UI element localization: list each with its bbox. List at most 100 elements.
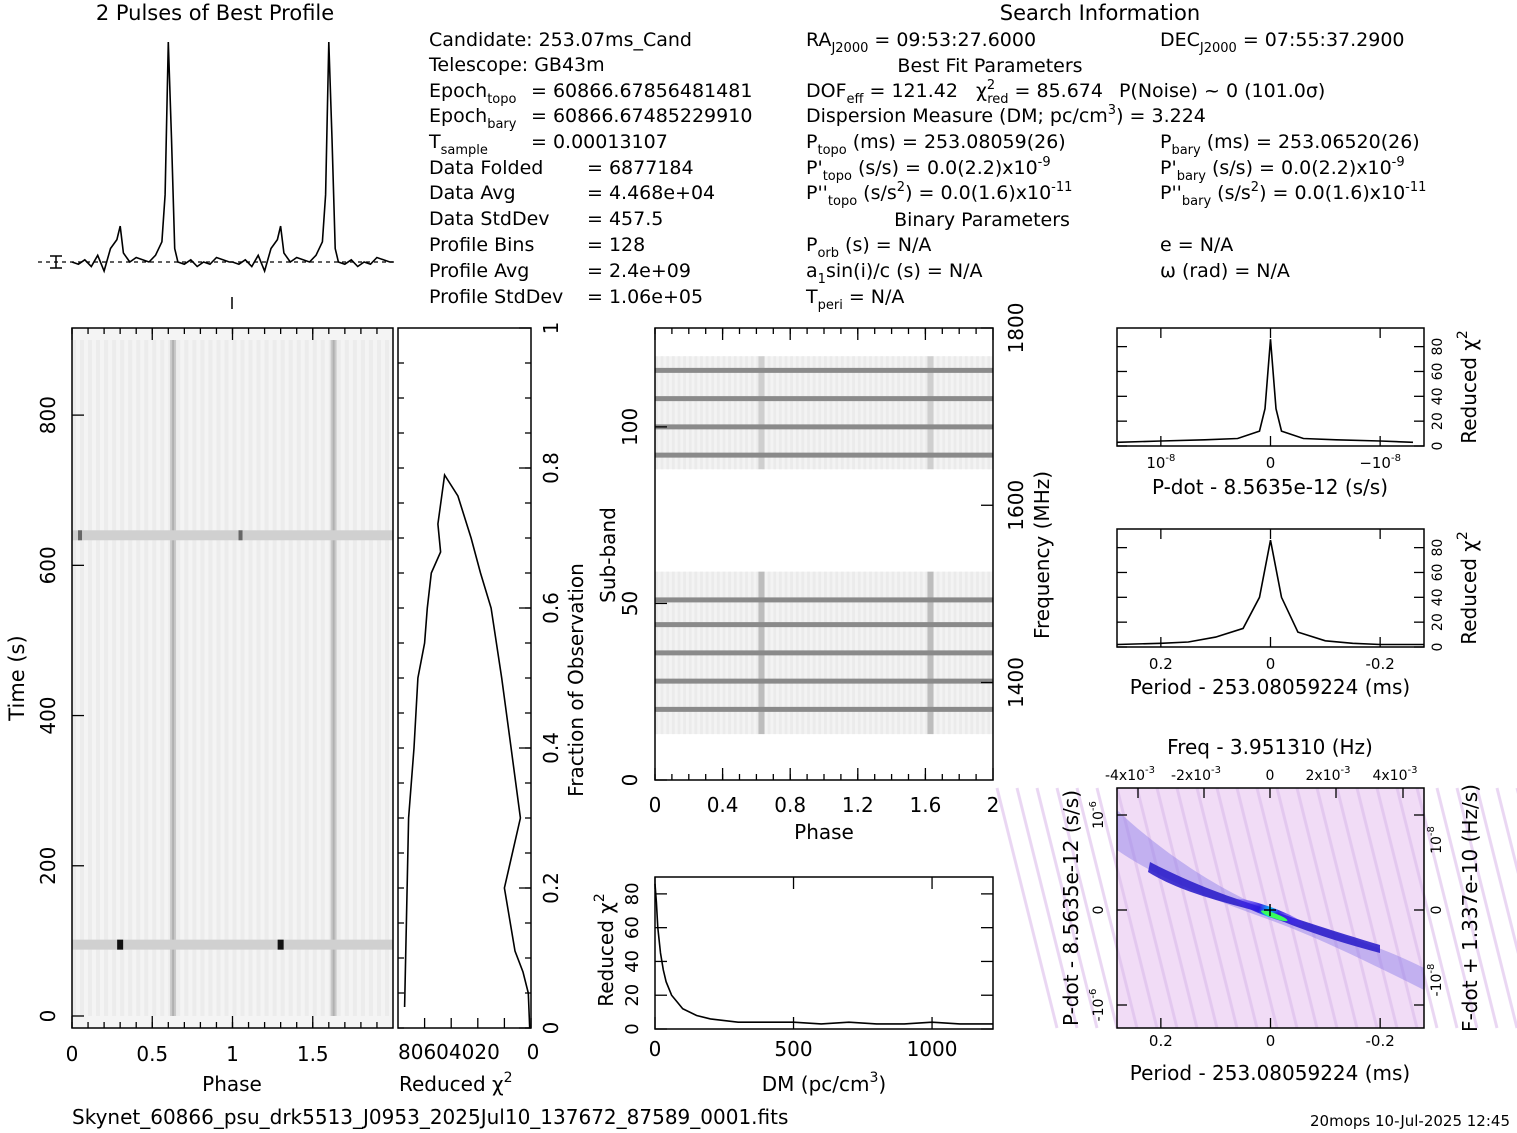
x-axis-label: Phase <box>794 820 854 844</box>
noise-column <box>919 356 923 470</box>
top-tick-label: 0 <box>1266 768 1275 784</box>
info-row: Profile StdDev = 1.06e+05 <box>429 286 703 308</box>
x-axis-label: Reduced χ2 <box>399 1070 513 1096</box>
noise-column <box>908 356 912 470</box>
ridge-outer <box>1117 810 1424 990</box>
top-tick-label: 2x10-3 <box>1306 765 1351 784</box>
noise-column <box>104 340 109 1016</box>
info-row: Telescope: GB43m <box>428 54 605 76</box>
y-tick-label: 0.8 <box>539 452 563 484</box>
stripe <box>1075 787 1139 1029</box>
info-row: Profile Bins = 128 <box>429 234 645 256</box>
x-axis-label: Period - 253.08059224 (ms) <box>1130 675 1411 699</box>
row-pulse <box>238 530 243 541</box>
y-tick-label: 800 <box>36 396 60 434</box>
stripe <box>1095 787 1159 1029</box>
noise-column <box>981 356 985 470</box>
noise-column <box>767 356 771 470</box>
y-tick-label: 10-6 <box>1088 801 1107 829</box>
y-tick-label: 0 <box>539 1022 563 1035</box>
noise-column <box>835 356 839 470</box>
y-tick-label: 80 <box>622 882 643 905</box>
noise-column <box>964 356 968 470</box>
bright-subband <box>655 622 993 628</box>
x-tick-label: 0 <box>649 793 662 817</box>
noise-column <box>666 356 670 470</box>
noise-column <box>987 356 991 470</box>
x-tick-label: -0.2 <box>1366 1032 1395 1050</box>
stripe <box>1175 787 1239 1029</box>
noise-column <box>232 340 237 1016</box>
x-tick-label: −10-8 <box>1359 453 1401 472</box>
noise-column <box>778 356 782 470</box>
noise-column <box>384 340 389 1016</box>
info-left-block: Candidate: 253.07ms_Cand Telescope: GB43m… <box>428 29 752 308</box>
noise-column <box>272 340 277 1016</box>
noise-column <box>240 340 245 1016</box>
info-row: Data StdDev = 457.5 <box>429 208 663 230</box>
noise-column <box>683 356 686 470</box>
bright-subband <box>655 367 993 373</box>
chi2-frame <box>1116 528 1425 648</box>
x-tick-label: 1.5 <box>297 1042 329 1066</box>
y-axis-label: Fraction of Observation <box>564 563 588 797</box>
y-tick-label: 200 <box>36 847 60 885</box>
pulse-track-core <box>332 340 335 1016</box>
noise-column <box>976 356 979 470</box>
x-tick-label: -0.2 <box>1366 655 1395 673</box>
row-pulse <box>78 530 83 541</box>
noise-column <box>660 356 664 470</box>
noise-column <box>336 340 341 1016</box>
bright-subband <box>655 424 993 430</box>
y-tick-label: 80 <box>1430 539 1446 557</box>
dm-label: Dispersion Measure (DM; pc/cm3) = 3.224 <box>806 103 1206 127</box>
ridge-peak <box>1261 910 1288 922</box>
row-pulse-dark <box>117 939 124 950</box>
y2-tick-label: 1600 <box>1004 480 1028 531</box>
noise-column <box>711 356 715 470</box>
noise-column <box>280 340 285 1016</box>
noise-column <box>750 356 754 470</box>
noise-column <box>120 340 125 1016</box>
x-tick-label: 500 <box>774 1037 812 1061</box>
noise-column <box>96 340 101 1016</box>
info-param-block: RAJ2000 = 09:53:27.6000 DECJ2000 = 07:55:3… <box>805 29 1426 313</box>
stripe <box>1155 787 1219 1029</box>
dof-label: DOFeff = 121.42 χ2 red = 85.674 P(Noise) ~ 0 … <box>806 78 1325 107</box>
x-axis-label: Period - 253.08059224 (ms) <box>1130 1061 1411 1085</box>
y-tick-label: 40 <box>1430 387 1446 405</box>
top-tick-label: -4x10-3 <box>1105 765 1155 784</box>
noise-column <box>176 340 181 1016</box>
noise-column <box>897 356 901 470</box>
bright-subband <box>655 597 993 603</box>
x-tick-label: 0.4 <box>707 793 739 817</box>
noise-column <box>880 356 884 470</box>
plane-title: Freq - 3.951310 (Hz) <box>1167 735 1373 759</box>
time-phase-heatmap: 0 0.5 1 1.5 0 200 400 600 800 Phase Time (s) <box>5 327 394 1096</box>
x-tick-label: 1.6 <box>909 793 941 817</box>
x-tick-label: 1 <box>226 1042 239 1066</box>
noise-column <box>694 356 698 470</box>
stripe <box>1115 787 1179 1029</box>
binary-title: Binary Parameters <box>894 209 1070 231</box>
time-chi2-plot: 0 0.2 0.4 0.6 0.8 1 80604020 0 Reduced χ2 Fractio… <box>397 322 588 1096</box>
noise-column <box>72 340 77 1016</box>
chi2-line <box>1116 339 1414 444</box>
y-tick-label: 50 <box>618 591 642 616</box>
noise-column <box>376 340 381 1016</box>
y-tick-label: 600 <box>36 546 60 584</box>
x-tick-label: 0 <box>1266 655 1276 673</box>
stripe <box>1035 787 1099 1029</box>
y-axis-label: Reduced χ2 <box>1455 531 1481 645</box>
y-tick-label: 0 <box>622 1023 643 1034</box>
a1-label: a1sin(i)/c (s) = N/A <box>806 260 982 287</box>
y-axis-label: Sub-band <box>596 507 620 603</box>
stripe <box>1475 787 1517 955</box>
noise-column <box>970 356 974 470</box>
noise-column <box>902 356 906 470</box>
noise-column <box>914 356 917 470</box>
ecc-label: e = N/A <box>1160 234 1233 256</box>
y-axis-label: P-dot - 8.5635e-12 (s/s) <box>1059 790 1083 1026</box>
pulse-track-core <box>172 340 175 1016</box>
noise-column <box>947 356 951 470</box>
